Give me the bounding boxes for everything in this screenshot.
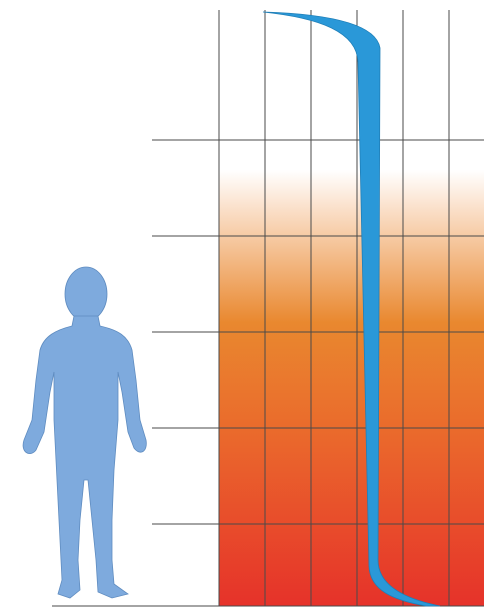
heat-gradient bbox=[219, 170, 484, 606]
human-silhouette bbox=[22, 266, 147, 599]
grid bbox=[52, 10, 484, 607]
body bbox=[22, 315, 147, 599]
blue-curve-band bbox=[262, 11, 441, 607]
head bbox=[64, 266, 108, 322]
